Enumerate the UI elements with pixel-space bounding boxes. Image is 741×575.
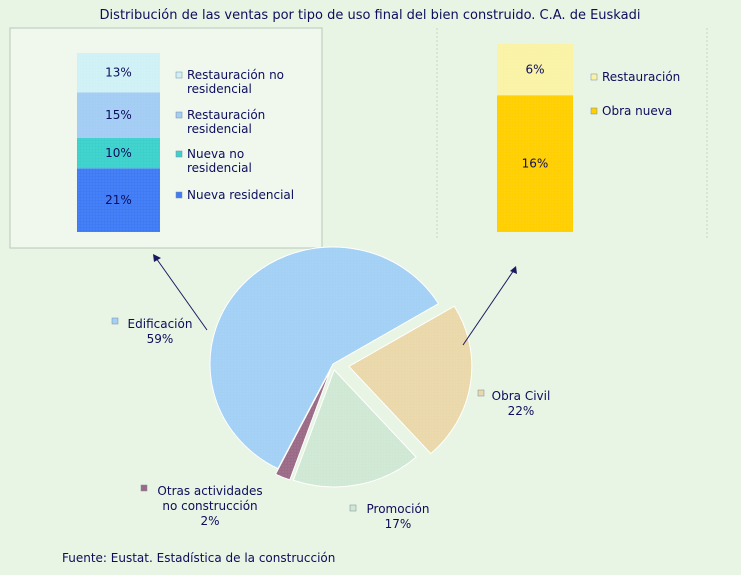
right-bar-legend-swatch-1 [590,73,598,81]
left-bar-segment-label-0: 21% [105,193,132,207]
chart-title: Distribución de las ventas por tipo de u… [100,8,641,23]
right-bar-segment-texture-0 [497,95,573,232]
arrow-head-right [510,266,517,274]
pie-legend-swatch-edif [111,317,119,325]
right-bar-segment-label-0: 16% [522,157,549,171]
left-bar-panel [9,27,323,249]
left-bar-segment-texture-2 [77,92,160,138]
arrow-head-left [153,254,161,262]
left-stacked-bar: 21% Nueva residencial 10% Nueva no residenci… [77,53,294,232]
left-bar-legend-label-1: Nueva no residencial [187,147,252,175]
pie-label-obra: Obra Civil 22% [492,389,551,418]
left-bar-legend-label-3: Restauración no residencial [187,68,284,96]
arrow-to-right-bar [462,269,515,346]
pie-label-prom: Promoción 17% [367,502,430,531]
pie-slice-texture-otras [275,369,331,480]
left-bar-segment-texture-3 [77,53,160,93]
pie-chart: Edificación 59% Obra Civil 22% Promoción 17% O… [111,246,551,531]
right-stacked-bar: 16% Obra nueva 6% Restauración [497,44,680,232]
right-bar-segment-texture-1 [497,44,573,96]
pie-label-edif: Edificación 59% [128,317,193,346]
right-bar-segment-label-1: 6% [525,63,544,77]
left-bar-segment-texture-0 [77,168,160,232]
left-bar-legend-swatch-2 [175,111,183,119]
right-bar-legend-label-0: Obra nueva [602,104,672,118]
pie-label-otras: Otras actividades no construcción 2% [157,484,262,528]
right-bar-legend-label-1: Restauración [602,70,680,84]
right-bar-legend-swatch-0 [590,107,598,115]
left-bar-legend-label-0: Nueva residencial [187,188,294,202]
source-note: Fuente: Eustat. Estadística de la constr… [62,551,335,565]
arrow-to-left-bar [155,257,208,331]
left-bar-legend-swatch-1 [175,150,183,158]
left-bar-legend-swatch-0 [175,191,183,199]
left-bar-segment-label-2: 15% [105,108,132,122]
left-bar-segment-texture-1 [77,137,160,169]
left-bar-legend-swatch-3 [175,71,183,79]
pie-slice-texture-obra [348,306,472,454]
left-bar-segment-label-1: 10% [105,146,132,160]
pie-legend-swatch-obra [477,389,485,397]
left-bar-legend-label-2: Restauración residencial [187,108,265,136]
pie-slice-texture-edif [210,247,439,469]
pie-legend-swatch-otras [140,484,148,492]
left-bar-segment-label-3: 13% [105,66,132,80]
pie-legend-swatch-prom [349,504,357,512]
connector-arrows [153,254,517,346]
pie-slice-texture-prom [293,369,417,487]
